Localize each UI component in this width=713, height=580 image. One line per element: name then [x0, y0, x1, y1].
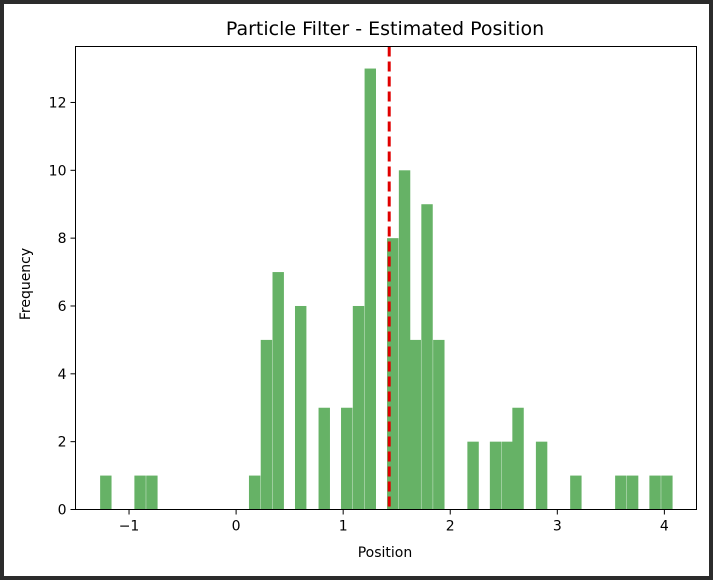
- histogram-bar: [649, 475, 661, 510]
- y-axis-ticks: 0 2 4 6 8 10 12: [49, 95, 76, 519]
- x-tick-label: 2: [446, 519, 455, 535]
- y-tick-label: 0: [58, 503, 67, 519]
- x-axis-label: Position: [358, 545, 413, 561]
- histogram-bar: [661, 475, 673, 510]
- bars-group: [100, 68, 673, 510]
- histogram-bar: [489, 441, 502, 510]
- x-tick-label: 3: [553, 519, 562, 535]
- plot-frame: [75, 46, 697, 510]
- x-axis-ticks: −1 0 1 2 3 4: [119, 509, 669, 535]
- histogram-bar: [421, 204, 433, 510]
- histogram-bar: [626, 475, 639, 510]
- histogram-bar: [248, 475, 261, 510]
- y-tick-label: 6: [58, 299, 67, 315]
- histogram-bar: [364, 68, 376, 510]
- histogram-bar: [294, 305, 307, 510]
- chart-title: Particle Filter - Estimated Position: [226, 18, 544, 40]
- x-tick-label: 0: [232, 519, 241, 535]
- histogram-bar: [467, 441, 479, 510]
- histogram-bar: [387, 238, 399, 510]
- y-tick-label: 10: [49, 163, 67, 179]
- y-tick-label: 12: [49, 95, 67, 111]
- histogram-bar: [398, 170, 411, 510]
- histogram-bar: [260, 339, 273, 510]
- y-tick-label: 8: [58, 231, 67, 247]
- histogram-bar: [615, 475, 627, 510]
- histogram-bar: [272, 272, 284, 510]
- histogram-bar: [501, 441, 514, 510]
- histogram-bar: [409, 339, 421, 510]
- y-tick-label: 4: [58, 367, 67, 383]
- histogram-bar: [512, 407, 524, 510]
- histogram-bar: [100, 475, 112, 510]
- figure-frame: Particle Filter - Estimated Position −1 0…: [4, 4, 709, 576]
- histogram-bar: [433, 339, 445, 510]
- x-tick-label: −1: [119, 519, 140, 535]
- y-axis-label: Frequency: [18, 248, 34, 320]
- histogram-bar: [570, 475, 582, 510]
- histogram-bar: [535, 441, 548, 510]
- histogram-bar: [318, 407, 330, 510]
- x-tick-label: 4: [660, 519, 669, 535]
- x-tick-label: 1: [339, 519, 348, 535]
- histogram-bar: [352, 305, 365, 510]
- histogram-bar: [146, 475, 158, 510]
- histogram-bar: [341, 407, 353, 510]
- histogram-bar: [134, 475, 146, 510]
- y-tick-label: 2: [58, 435, 67, 451]
- histogram-chart: Particle Filter - Estimated Position −1 0…: [18, 18, 697, 561]
